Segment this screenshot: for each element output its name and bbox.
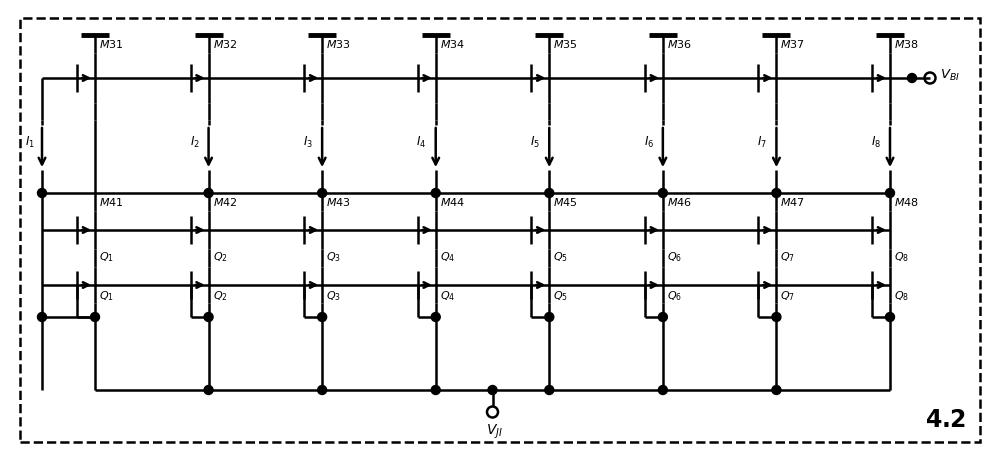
Text: $\it{Q_5}$: $\it{Q_5}$: [553, 250, 568, 264]
Text: $\it{Q_6}$: $\it{Q_6}$: [667, 250, 682, 264]
Text: $\it{Q_2}$: $\it{Q_2}$: [213, 250, 227, 264]
Text: $\it{M34}$: $\it{M34}$: [440, 38, 465, 50]
Text: $\it{I_2}$: $\it{I_2}$: [190, 134, 200, 150]
Circle shape: [38, 313, 46, 322]
Circle shape: [658, 188, 667, 197]
Text: $\it{Q_7}$: $\it{Q_7}$: [780, 250, 795, 264]
Text: $\it{Q_7}$: $\it{Q_7}$: [780, 289, 795, 303]
Text: $\it{I_6}$: $\it{I_6}$: [644, 134, 654, 150]
Text: $\it{M35}$: $\it{M35}$: [553, 38, 578, 50]
Circle shape: [204, 313, 213, 322]
Text: $\it{Q_8}$: $\it{Q_8}$: [894, 250, 909, 264]
Text: $\it{M47}$: $\it{M47}$: [780, 196, 805, 208]
Text: $\it{I_7}$: $\it{I_7}$: [757, 134, 767, 150]
Text: $\it{I_1}$: $\it{I_1}$: [25, 134, 35, 150]
Circle shape: [318, 188, 327, 197]
Text: $\it{Q_3}$: $\it{Q_3}$: [326, 289, 341, 303]
Text: $\it{Q_4}$: $\it{Q_4}$: [440, 289, 455, 303]
Text: $\it{M38}$: $\it{M38}$: [894, 38, 919, 50]
Circle shape: [545, 188, 554, 197]
Text: $\it{M45}$: $\it{M45}$: [553, 196, 578, 208]
Text: $\it{I_8}$: $\it{I_8}$: [871, 134, 881, 150]
Text: $\it{M33}$: $\it{M33}$: [326, 38, 351, 50]
Text: $\it{M48}$: $\it{M48}$: [894, 196, 919, 208]
Circle shape: [772, 313, 781, 322]
Circle shape: [90, 313, 100, 322]
Circle shape: [545, 313, 554, 322]
Text: $V_{JI}$: $V_{JI}$: [486, 423, 503, 441]
Text: $V_{BI}$: $V_{BI}$: [940, 67, 960, 82]
Circle shape: [772, 385, 781, 394]
Text: $\it{M37}$: $\it{M37}$: [780, 38, 805, 50]
Circle shape: [886, 313, 895, 322]
Circle shape: [658, 385, 667, 394]
Circle shape: [204, 385, 213, 394]
Circle shape: [318, 313, 327, 322]
Text: $\it{M31}$: $\it{M31}$: [99, 38, 124, 50]
Text: $\it{I_3}$: $\it{I_3}$: [303, 134, 313, 150]
Text: $\it{M46}$: $\it{M46}$: [667, 196, 692, 208]
Text: $\it{Q_2}$: $\it{Q_2}$: [213, 289, 227, 303]
Text: $\it{Q_8}$: $\it{Q_8}$: [894, 289, 909, 303]
Circle shape: [431, 313, 440, 322]
Circle shape: [886, 188, 895, 197]
Text: $\it{Q_4}$: $\it{Q_4}$: [440, 250, 455, 264]
Text: $\it{I_4}$: $\it{I_4}$: [416, 134, 427, 150]
Circle shape: [658, 313, 667, 322]
Circle shape: [545, 385, 554, 394]
Text: $\it{M43}$: $\it{M43}$: [326, 196, 351, 208]
Circle shape: [204, 188, 213, 197]
Text: $\it{M42}$: $\it{M42}$: [213, 196, 237, 208]
Text: $\it{M41}$: $\it{M41}$: [99, 196, 124, 208]
Circle shape: [488, 385, 497, 394]
Text: $\it{I_5}$: $\it{I_5}$: [530, 134, 540, 150]
Text: $\it{M32}$: $\it{M32}$: [213, 38, 237, 50]
Text: $\it{M36}$: $\it{M36}$: [667, 38, 692, 50]
Text: $\mathbf{4.2}$: $\mathbf{4.2}$: [925, 408, 965, 432]
Text: $\it{M44}$: $\it{M44}$: [440, 196, 465, 208]
Circle shape: [318, 385, 327, 394]
Text: $\it{Q_5}$: $\it{Q_5}$: [553, 289, 568, 303]
Circle shape: [772, 188, 781, 197]
Text: $\it{Q_6}$: $\it{Q_6}$: [667, 289, 682, 303]
Circle shape: [38, 188, 46, 197]
Text: $\it{Q_1}$: $\it{Q_1}$: [99, 250, 114, 264]
Text: $\it{Q_3}$: $\it{Q_3}$: [326, 250, 341, 264]
Circle shape: [431, 188, 440, 197]
Circle shape: [431, 385, 440, 394]
Text: $\it{Q_1}$: $\it{Q_1}$: [99, 289, 114, 303]
Circle shape: [908, 74, 917, 82]
